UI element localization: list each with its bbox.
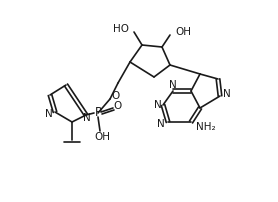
- Text: N: N: [83, 113, 91, 123]
- Text: N: N: [157, 119, 165, 129]
- Text: N: N: [223, 89, 231, 99]
- Text: O: O: [114, 101, 122, 111]
- Text: N: N: [45, 109, 53, 119]
- Text: OH: OH: [175, 27, 191, 37]
- Text: N: N: [169, 80, 177, 90]
- Text: OH: OH: [94, 132, 110, 142]
- Text: NH₂: NH₂: [196, 122, 216, 132]
- Text: O: O: [112, 91, 120, 101]
- Text: N: N: [154, 100, 162, 110]
- Text: HO: HO: [113, 24, 129, 34]
- Text: P: P: [95, 106, 101, 120]
